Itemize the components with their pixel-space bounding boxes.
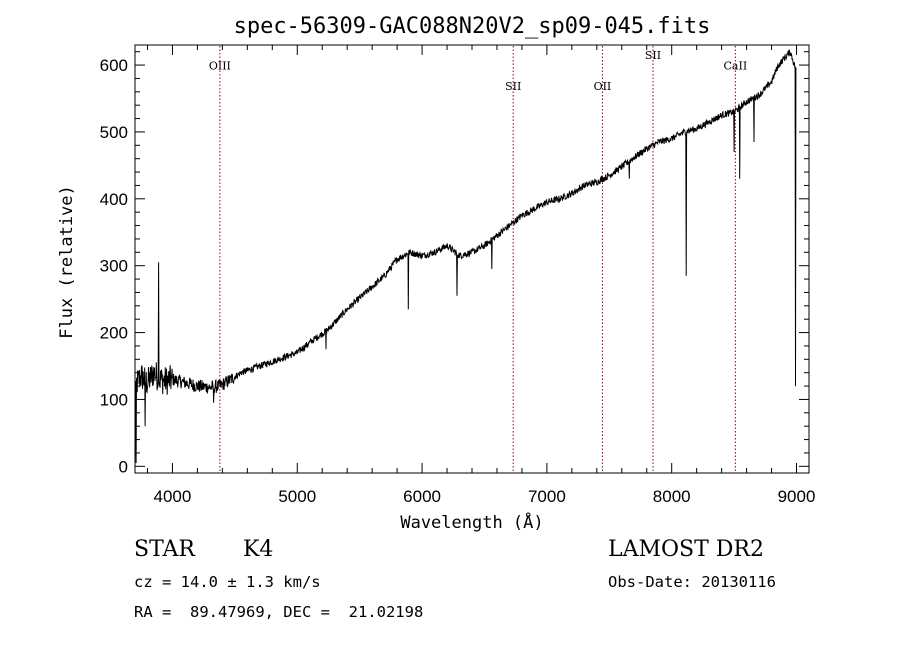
obs-date-readout: Obs-Date: 20130116	[608, 573, 776, 591]
y-axis-label: Flux (relative)	[57, 185, 77, 339]
y-tick-label: 300	[100, 257, 128, 276]
y-tick-label: 200	[100, 324, 128, 343]
x-tick-label: 6000	[403, 487, 441, 506]
x-tick-label: 5000	[278, 487, 316, 506]
y-tick-label: 400	[100, 190, 128, 209]
object-class: STAR	[134, 537, 195, 562]
y-tick-label: 0	[119, 457, 128, 476]
y-tick-label: 100	[100, 390, 128, 409]
x-tick-label: 9000	[778, 487, 816, 506]
coordinates-readout: RA = 89.47969, DEC = 21.02198	[134, 603, 424, 621]
y-tick-label: 500	[100, 123, 128, 142]
line-label-oiii: OIII	[209, 60, 231, 73]
line-label-caii: CaII	[724, 60, 748, 73]
x-tick-label: 8000	[653, 487, 691, 506]
emission-line-markers: OIII SII OII SII CaII	[209, 46, 747, 472]
x-tick-label: 4000	[154, 487, 192, 506]
plot-frame	[134, 44, 810, 474]
redshift-readout: cz = 14.0 ± 1.3 km/s	[134, 573, 321, 591]
chart-title: spec-56309-GAC088N20V2_sp09-045.fits	[234, 14, 711, 39]
spectrum-line	[134, 49, 797, 464]
spectral-subclass: K4	[243, 537, 274, 562]
x-axis-label: Wavelength (Å)	[400, 511, 543, 533]
axis-ticks: 4000 5000 6000 7000 8000 9000 0 100 200 300 400 500…	[100, 45, 816, 506]
line-label-sii: SII	[505, 80, 521, 93]
line-label-sii: SII	[645, 49, 661, 62]
line-label-oii: OII	[594, 80, 612, 93]
survey-label: LAMOST DR2	[608, 537, 764, 562]
x-tick-label: 7000	[528, 487, 566, 506]
y-tick-label: 600	[100, 56, 128, 75]
